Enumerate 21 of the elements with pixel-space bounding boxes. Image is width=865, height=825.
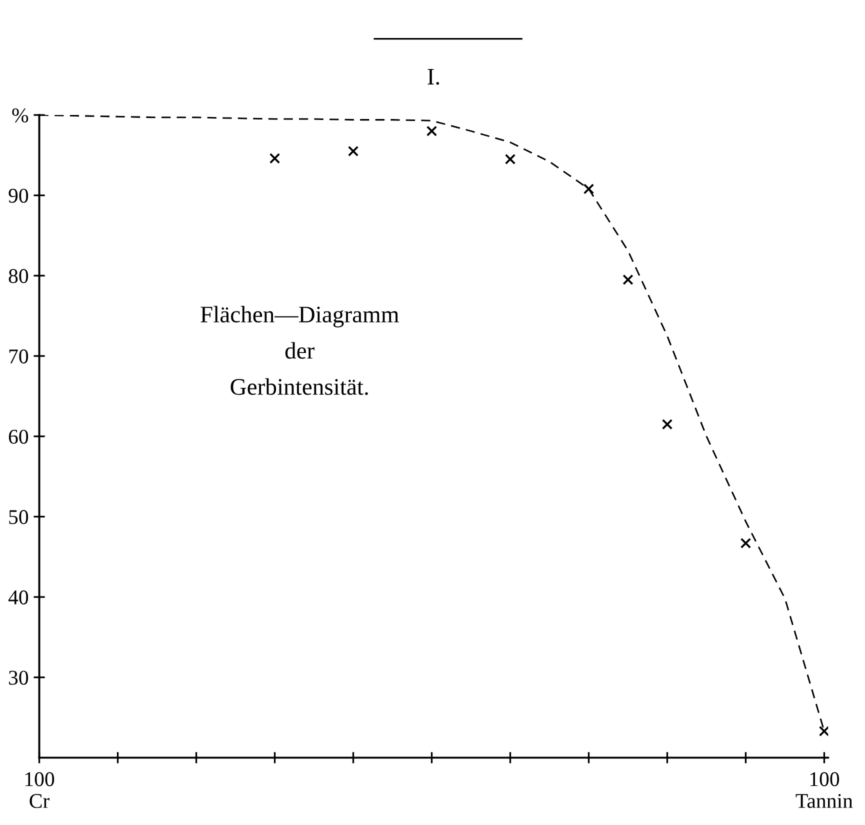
y-tick-label: 30: [9, 670, 28, 685]
point: [269, 153, 280, 164]
y-tick-label: %: [12, 108, 28, 123]
chart-title: I.: [428, 68, 440, 85]
point: [504, 154, 516, 165]
point: [740, 538, 752, 549]
point: [662, 418, 673, 430]
y-tick-label: 90: [8, 188, 28, 203]
point: [818, 726, 828, 737]
point: [622, 274, 634, 286]
y-tick-label: 80: [8, 269, 28, 284]
y-tick-label: 40: [8, 590, 28, 604]
y-tick-label: 70: [9, 349, 28, 364]
point: [583, 184, 594, 194]
y-tick-label: 60: [8, 430, 28, 444]
x-tick-label: 100 Cr: [25, 772, 54, 808]
point: [348, 146, 359, 157]
annotation: Flächen—Diagramm der Gerbintensität.: [200, 306, 399, 395]
y-tick-label: 50: [9, 510, 28, 524]
x-tick-label: 100 Tannin: [796, 772, 853, 808]
point: [426, 126, 438, 136]
